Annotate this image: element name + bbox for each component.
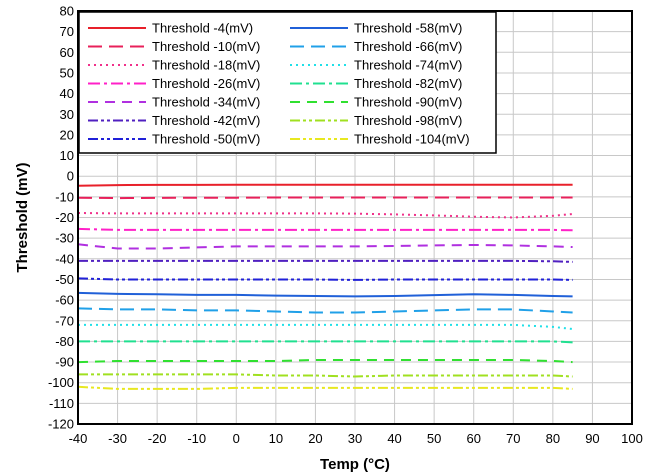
y-tick-label: 80	[60, 4, 74, 19]
series-line	[77, 385, 573, 390]
y-tick-label: 60	[60, 45, 74, 60]
series-line	[77, 307, 573, 314]
y-tick-label: -60	[55, 293, 74, 308]
x-tick-label: 100	[621, 431, 643, 446]
y-tick-label: 30	[60, 107, 74, 122]
series-line	[77, 291, 573, 298]
y-tick-label: -40	[55, 251, 74, 266]
series-line	[78, 340, 573, 344]
y-tick-label: -10	[55, 189, 74, 204]
series-line	[78, 323, 573, 330]
series-line	[77, 359, 573, 364]
y-tick-label: -110	[49, 396, 74, 411]
legend-label: Threshold -4(mV)	[152, 21, 253, 36]
series-line	[77, 277, 573, 281]
series-line	[77, 243, 573, 250]
legend-label: Threshold -58(mV)	[354, 21, 462, 36]
x-tick-label: -20	[148, 431, 167, 446]
legend-label: Threshold -42(mV)	[152, 113, 260, 128]
series-line	[77, 227, 573, 232]
x-tick-label: 60	[466, 431, 480, 446]
x-tick-label: 20	[308, 431, 322, 446]
series-line	[77, 212, 573, 219]
x-tick-label: 0	[233, 431, 240, 446]
y-tick-label: -120	[48, 417, 74, 432]
y-tick-label: -30	[55, 231, 74, 246]
x-tick-label: -10	[187, 431, 206, 446]
x-tick-label: 70	[506, 431, 520, 446]
legend-label: Threshold -98(mV)	[354, 113, 462, 128]
x-tick-label: -30	[108, 431, 127, 446]
x-tick-label: 50	[427, 431, 441, 446]
series-lines	[77, 183, 573, 390]
legend-label: Threshold -90(mV)	[354, 95, 462, 110]
y-tick-label: 0	[67, 169, 74, 184]
y-tick-label: 50	[60, 65, 74, 80]
legend-label: Threshold -82(mV)	[354, 76, 462, 91]
series-line	[77, 183, 573, 187]
series-line	[77, 196, 573, 200]
legend-label: Threshold -18(mV)	[152, 58, 260, 73]
series-line	[78, 373, 573, 378]
y-tick-label: -100	[48, 375, 74, 390]
tick-labels: -40 -30 -20 -10 0 10 20 30 40 50 60 70 80 90 100807060…	[48, 4, 643, 447]
series-line	[78, 259, 573, 263]
legend-label: Threshold -104(mV)	[354, 132, 470, 147]
x-tick-label: 30	[348, 431, 362, 446]
legend-label: Threshold -50(mV)	[152, 132, 260, 147]
y-tick-label: -90	[55, 355, 74, 370]
plot-frame	[77, 10, 633, 425]
y-tick-label: 40	[60, 86, 74, 101]
legend: Threshold -4(mV) Threshold -10(mV) Thresho…	[78, 11, 497, 154]
legend-label: Threshold -34(mV)	[152, 95, 260, 110]
legend-label: Threshold -66(mV)	[354, 39, 462, 54]
y-axis-title: Threshold (mV)	[14, 162, 31, 272]
y-tick-label: 10	[60, 148, 74, 163]
y-tick-label: -80	[55, 334, 74, 349]
y-tick-label: 20	[60, 127, 74, 142]
legend-box	[78, 11, 497, 154]
x-tick-label: -40	[69, 431, 88, 446]
legend-label: Threshold -26(mV)	[152, 76, 260, 91]
y-tick-label: -70	[55, 313, 74, 328]
x-tick-label: 10	[269, 431, 283, 446]
x-tick-label: 40	[387, 431, 401, 446]
x-tick-label: 80	[546, 431, 560, 446]
x-tick-label: 90	[585, 431, 599, 446]
y-tick-label: -20	[55, 210, 74, 225]
x-axis-title: Temp (°C)	[320, 456, 390, 473]
legend-label: Threshold -74(mV)	[354, 58, 462, 73]
legend-label: Threshold -10(mV)	[152, 39, 260, 54]
y-tick-label: -50	[55, 272, 74, 287]
y-tick-label: 70	[60, 24, 74, 39]
